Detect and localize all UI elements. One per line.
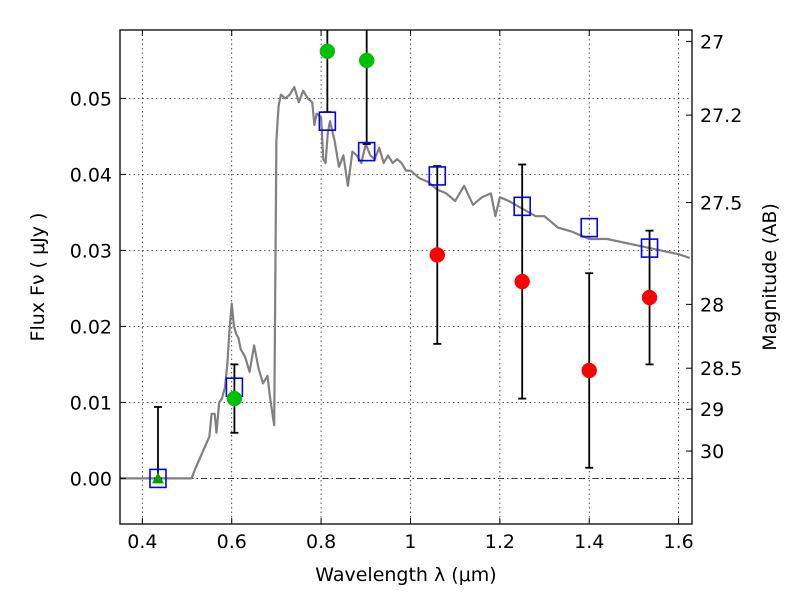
y-tick-label: 0.03 — [70, 240, 112, 262]
model-band-square — [428, 166, 447, 186]
mag-tick-label: 29 — [700, 399, 724, 421]
model-band-square — [149, 468, 167, 489]
model-band-square — [513, 196, 531, 217]
green-point — [319, 43, 336, 60]
sed-model-line — [120, 85, 691, 480]
x-tick-label: 1.4 — [574, 531, 604, 553]
y-tick-label: 0.01 — [70, 392, 112, 414]
model-band-square — [357, 141, 376, 162]
model-band-square — [640, 238, 659, 258]
mag-tick-label: 28 — [700, 294, 724, 316]
plot-content — [120, 30, 691, 489]
green-point — [226, 390, 243, 407]
y-tick-label: 0.00 — [70, 468, 112, 490]
mag-tick-label: 27 — [700, 31, 724, 53]
mag-tick-label: 28.5 — [700, 358, 742, 380]
model-band-square — [318, 111, 337, 131]
red-point — [429, 247, 446, 263]
ticks: 0.4 0.6 0.8 1 1.2 1.4 1.6 0.00 0.01 0.02 0.03 0.04 0… — [70, 30, 742, 553]
model-band-square — [580, 217, 599, 238]
green-point — [358, 52, 375, 69]
mag-tick-label: 30 — [700, 441, 724, 463]
y-tick-label: 0.02 — [70, 316, 112, 338]
mag-tick-label: 27.2 — [700, 105, 742, 127]
x-tick-label: 0.6 — [217, 531, 247, 553]
plot-background — [120, 30, 692, 524]
upper-limit-triangle — [151, 472, 164, 484]
y2-axis-title: Magnitude (AB) — [759, 203, 781, 351]
x-tick-label: 0.8 — [306, 531, 336, 553]
y-axis-title: Flux Fν ( μJy ) — [27, 213, 49, 342]
x-tick-label: 1.2 — [485, 531, 515, 553]
red-point — [514, 273, 530, 290]
plot-frame — [119, 29, 693, 525]
red-point — [581, 362, 597, 379]
mag-tick-label: 27.5 — [700, 193, 742, 215]
series-layer — [120, 30, 691, 489]
red-point — [641, 289, 658, 306]
y-tick-label: 0.04 — [70, 164, 112, 186]
x-axis-title: Wavelength λ (μm) — [315, 564, 496, 586]
y-tick-label: 0.05 — [70, 88, 112, 110]
x-tick-label: 1 — [404, 531, 416, 553]
x-tick-label: 1.6 — [663, 531, 693, 553]
x-tick-label: 0.4 — [127, 531, 157, 553]
